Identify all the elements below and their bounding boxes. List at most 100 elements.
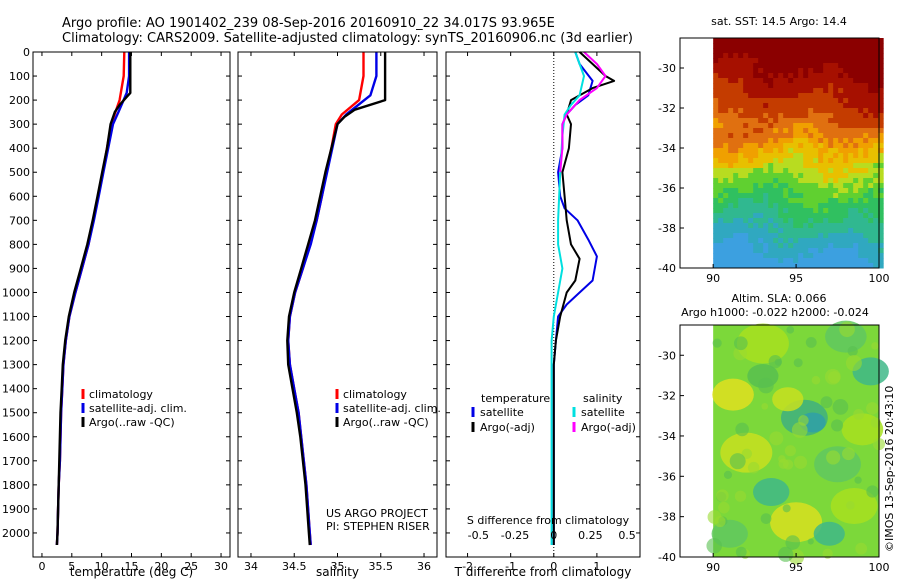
sst-cell xyxy=(768,248,774,254)
sst-cell xyxy=(873,233,879,239)
sst-cell xyxy=(773,148,779,154)
sst-cell xyxy=(738,98,744,104)
sst-cell xyxy=(718,158,724,164)
sst-cell xyxy=(738,103,744,109)
sla-texture xyxy=(718,501,730,514)
sst-cell xyxy=(843,93,849,99)
sst-cell xyxy=(753,133,759,139)
sst-cell xyxy=(793,188,799,194)
sst-cell xyxy=(733,58,739,64)
xtick-label: 90 xyxy=(706,272,720,285)
sst-cell xyxy=(773,98,779,104)
sst-cell xyxy=(763,203,769,209)
sst-cell xyxy=(718,48,724,54)
sst-cell xyxy=(788,108,794,114)
sst-cell xyxy=(723,168,729,174)
sst-cell xyxy=(853,108,859,114)
sst-cell xyxy=(873,193,879,199)
sst-cell xyxy=(823,98,829,104)
sst-cell xyxy=(843,88,849,94)
sst-cell xyxy=(838,63,844,69)
sst-cell xyxy=(863,128,869,134)
sst-cell xyxy=(838,78,844,84)
sst-cell xyxy=(878,78,884,84)
sst-cell xyxy=(868,118,874,124)
sst-cell xyxy=(723,158,729,164)
sst-cell xyxy=(823,173,829,179)
sst-cell xyxy=(843,158,849,164)
sst-cell xyxy=(778,198,784,204)
sst-cell xyxy=(738,163,744,169)
sst-cell xyxy=(758,128,764,134)
sst-cell xyxy=(858,88,864,94)
sst-cell xyxy=(718,183,724,189)
sst-cell xyxy=(748,43,754,49)
sst-cell xyxy=(873,238,879,244)
sst-cell xyxy=(843,208,849,214)
sst-cell xyxy=(723,68,729,74)
sst-cell xyxy=(793,123,799,129)
sst-cell xyxy=(748,248,754,254)
sst-cell xyxy=(858,263,864,269)
sla-texture xyxy=(735,422,749,437)
sst-cell xyxy=(788,253,794,259)
sst-cell xyxy=(848,208,854,214)
sst-cell xyxy=(873,188,879,194)
sst-cell xyxy=(853,158,859,164)
sst-cell xyxy=(808,263,814,269)
sst-cell xyxy=(858,163,864,169)
sla-texture xyxy=(866,402,879,415)
sst-cell xyxy=(718,163,724,169)
xtick-label: 20 xyxy=(154,560,168,573)
sst-cell xyxy=(753,93,759,99)
sst-cell xyxy=(858,103,864,109)
sst-cell xyxy=(733,213,739,219)
sst-cell xyxy=(818,178,824,184)
sst-cell xyxy=(753,38,759,44)
series-line-1 xyxy=(55,52,131,546)
sst-cell xyxy=(863,243,869,249)
sst-cell xyxy=(798,218,804,224)
sst-cell xyxy=(748,233,754,239)
sst-cell xyxy=(818,158,824,164)
sst-cell xyxy=(798,113,804,119)
sst-cell xyxy=(723,98,729,104)
sst-cell xyxy=(843,73,849,79)
sst-cell xyxy=(743,58,749,64)
sst-cell xyxy=(798,78,804,84)
sst-cell xyxy=(823,208,829,214)
sst-cell xyxy=(738,238,744,244)
sst-cell xyxy=(833,43,839,49)
xtick-label: 95 xyxy=(789,561,803,574)
sst-cell xyxy=(813,143,819,149)
sst-cell xyxy=(783,133,789,139)
sst-cell xyxy=(763,188,769,194)
sst-cell xyxy=(853,203,859,209)
sst-cell xyxy=(733,128,739,134)
sst-cell xyxy=(833,133,839,139)
sst-cell xyxy=(793,208,799,214)
sst-cell xyxy=(753,183,759,189)
sst-cell xyxy=(773,118,779,124)
sst-cell xyxy=(853,198,859,204)
sst-cell xyxy=(723,153,729,159)
sst-cell xyxy=(778,168,784,174)
sst-cell xyxy=(753,103,759,109)
sst-cell xyxy=(778,223,784,229)
sst-cell xyxy=(798,108,804,114)
sst-cell xyxy=(873,73,879,79)
sst-cell xyxy=(828,158,834,164)
sst-cell xyxy=(773,218,779,224)
sst-cell xyxy=(763,238,769,244)
sst-cell xyxy=(863,78,869,84)
sst-cell xyxy=(813,88,819,94)
sla-texture xyxy=(846,500,855,510)
sst-cell xyxy=(878,48,884,54)
sst-cell xyxy=(753,78,759,84)
sst-cell xyxy=(763,48,769,54)
sst-cell xyxy=(783,188,789,194)
sst-cell xyxy=(868,68,874,74)
sst-cell xyxy=(818,58,824,64)
sst-cell xyxy=(803,43,809,49)
sst-cell xyxy=(853,253,859,259)
